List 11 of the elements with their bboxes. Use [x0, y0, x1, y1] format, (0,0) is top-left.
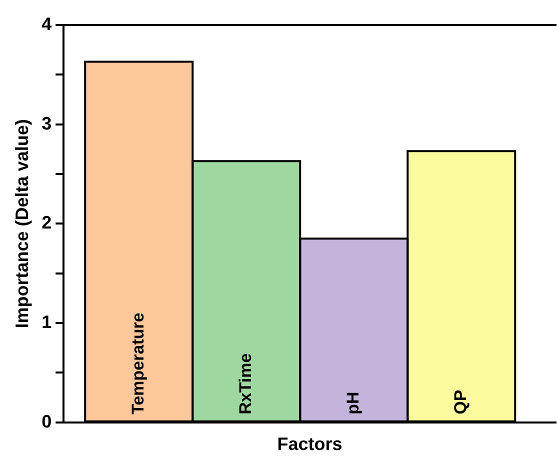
x-tick-label: QP: [451, 390, 470, 414]
y-tick-label: 1: [42, 312, 52, 332]
y-tick-label: 3: [42, 113, 52, 134]
x-tick-label: Temperature: [128, 312, 148, 414]
y-axis-title: Importance (Delta value): [12, 119, 32, 328]
x-tick-label: RxTime: [236, 353, 256, 414]
x-tick-label: pH: [344, 392, 363, 414]
y-tick-label: 2: [42, 212, 52, 233]
x-axis-title: Factors: [277, 434, 342, 454]
y-tick-label: 4: [42, 14, 52, 34]
y-tick-label: 0: [42, 411, 52, 432]
